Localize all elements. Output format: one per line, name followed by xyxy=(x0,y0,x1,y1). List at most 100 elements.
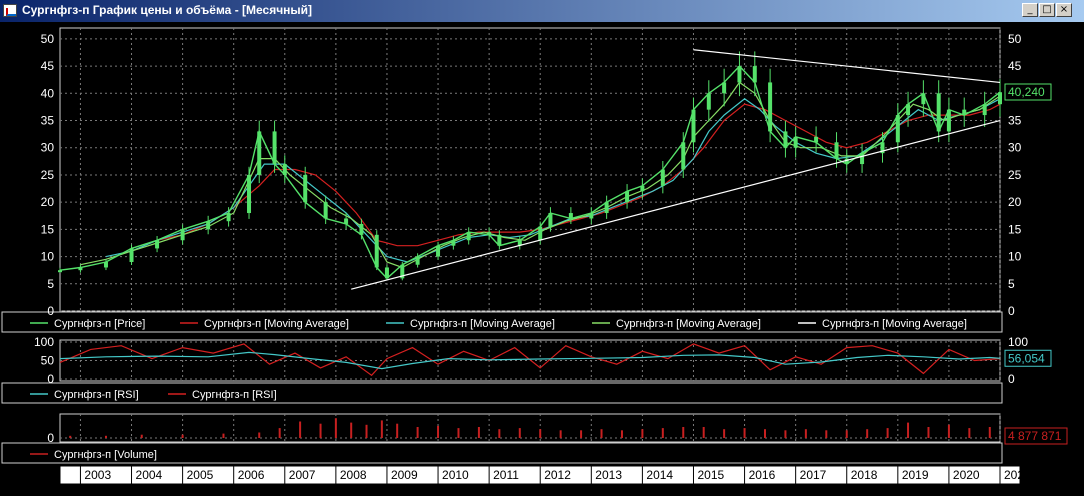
volume-bar xyxy=(825,430,828,438)
price-right-tick-label: 15 xyxy=(1008,222,1022,236)
price-candle xyxy=(272,131,277,165)
price-candle xyxy=(814,136,819,143)
volume-bar xyxy=(181,434,184,438)
volume-panel[interactable] xyxy=(59,413,1001,443)
price-candle xyxy=(568,213,573,219)
price-candle xyxy=(752,66,757,83)
volume-bar xyxy=(258,432,261,438)
maximize-button[interactable]: □ xyxy=(1039,3,1055,17)
price-candle xyxy=(768,82,773,132)
chart-window-icon xyxy=(3,4,17,17)
year-axis-label: 2014 xyxy=(646,468,673,482)
price-candle xyxy=(844,158,849,165)
year-axis-label: 2018 xyxy=(851,468,878,482)
price-candle xyxy=(538,226,543,241)
volume-bar xyxy=(580,430,583,438)
price-candle xyxy=(783,131,788,148)
volume-bar xyxy=(477,427,480,438)
price-candle xyxy=(834,142,839,159)
volume-bar xyxy=(539,429,542,438)
price-candle xyxy=(722,82,727,94)
rsi-right-tick-label: 100 xyxy=(1008,335,1028,349)
price-candle xyxy=(691,109,696,143)
price-candle xyxy=(946,109,951,132)
price-candle xyxy=(962,109,967,116)
price-candle xyxy=(180,229,185,241)
price-candle xyxy=(155,240,160,249)
price-left-tick-label: 10 xyxy=(41,250,55,264)
price-right-tick-label: 50 xyxy=(1008,32,1022,46)
volume-bar xyxy=(620,430,623,438)
price-candle xyxy=(860,153,865,165)
price-candle xyxy=(103,262,108,268)
price-candle xyxy=(226,213,231,222)
rsi-left-tick-label: 0 xyxy=(47,372,54,386)
volume-bar xyxy=(886,428,889,438)
price-left-tick-label: 15 xyxy=(41,222,55,236)
price-panel[interactable] xyxy=(59,27,1001,312)
price-candle xyxy=(206,221,211,230)
price-candle xyxy=(282,164,287,175)
price-candle xyxy=(906,104,911,116)
year-axis-label: 2011 xyxy=(493,468,519,482)
volume-bar xyxy=(804,429,807,438)
volume-bar xyxy=(661,428,664,438)
volume-bar xyxy=(518,428,521,438)
rsi-legend-entry: Сургнфгз-п [RSI] xyxy=(54,389,139,401)
price-candle xyxy=(548,213,553,227)
price-legend-entry: Сургнфгз-п [Price] xyxy=(54,318,145,330)
year-axis-label: 2017 xyxy=(800,468,827,482)
price-left-tick-label: 25 xyxy=(41,168,55,182)
rsi-last-value-label: 56,054 xyxy=(1008,351,1045,365)
rsi-left-tick-label: 100 xyxy=(34,335,54,349)
price-candle xyxy=(323,202,328,219)
price-candle xyxy=(640,185,645,192)
volume-bar xyxy=(600,429,603,438)
volume-bar xyxy=(278,428,281,438)
price-candle xyxy=(303,174,308,203)
volume-bar xyxy=(457,428,460,438)
price-legend-entry: Сургнфгз-п [Moving Average] xyxy=(616,318,761,330)
volume-bar xyxy=(299,421,302,438)
window-titlebar[interactable]: Сургнфгз-п График цены и объёма - [Месяч… xyxy=(0,0,1084,22)
price-candle xyxy=(384,267,389,279)
resistance-trendline xyxy=(693,49,1001,84)
price-right-tick-label: 20 xyxy=(1008,195,1022,209)
price-candle xyxy=(415,256,420,265)
price-legend-entry: Сургнфгз-п [Moving Average] xyxy=(822,318,967,330)
rsi-left-tick-label: 50 xyxy=(41,354,55,368)
volume-bar xyxy=(907,422,910,438)
price-right-tick-label: 10 xyxy=(1008,250,1022,264)
price-left-tick-label: 20 xyxy=(41,195,55,209)
year-axis-label: 2021 xyxy=(1004,468,1031,482)
year-axis-label: 2010 xyxy=(442,468,469,482)
price-candle xyxy=(880,142,885,154)
window-title: Сургнфгз-п График цены и объёма - [Месяч… xyxy=(22,3,313,17)
price-candle xyxy=(921,93,926,105)
year-axis-label: 2015 xyxy=(697,468,724,482)
volume-bar xyxy=(104,435,107,438)
price-candle xyxy=(58,270,62,273)
rsi-cyan-line xyxy=(59,351,1001,370)
price-legend-entry: Сургнфгз-п [Moving Average] xyxy=(410,318,555,330)
price-candle xyxy=(660,169,665,186)
price-candle xyxy=(589,213,594,219)
price-candle xyxy=(604,202,609,214)
volume-bar xyxy=(723,429,726,438)
volume-bar xyxy=(968,428,971,438)
volume-bar xyxy=(947,424,950,438)
year-axis-label: 2019 xyxy=(902,468,929,482)
volume-bar xyxy=(927,427,930,438)
price-candle xyxy=(344,218,349,224)
volume-bar xyxy=(743,428,746,438)
price-last-value-label: 40,240 xyxy=(1008,85,1045,99)
chart-area[interactable]: 0055101015152020252530303535404045455050… xyxy=(0,22,1084,496)
year-axis-label: 2007 xyxy=(289,468,316,482)
year-axis-label: 2016 xyxy=(749,468,776,482)
volume-last-value-label: 4 877 871 xyxy=(1008,429,1062,443)
price-candle xyxy=(982,104,987,116)
price-legend-entry: Сургнфгз-п [Moving Average] xyxy=(204,318,349,330)
close-button[interactable]: × xyxy=(1056,3,1072,17)
volume-bar xyxy=(319,423,322,438)
minimize-button[interactable]: _ xyxy=(1022,3,1038,17)
